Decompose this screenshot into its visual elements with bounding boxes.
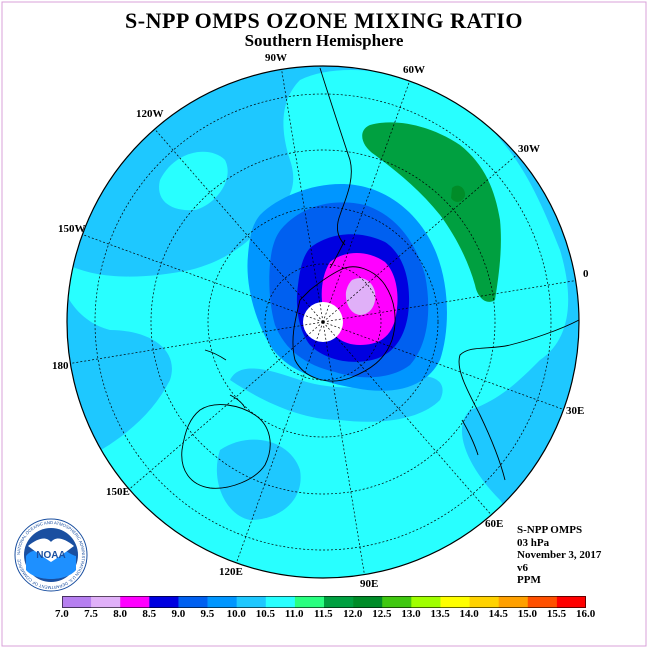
colorbar-swatch (294, 596, 325, 608)
colorbar-tick-label: 9.0 (171, 608, 186, 620)
colorbar-tick-label: 11.5 (314, 608, 333, 620)
lon-label-30w: 30W (518, 143, 540, 155)
colorbar-swatch (62, 596, 92, 608)
noaa-logo: NOAA NATIONAL OCEANIC AND ATMOSPHERIC AD… (14, 518, 88, 592)
lon-label-60e: 60E (485, 518, 504, 530)
colorbar-tick-label: 13.0 (401, 608, 421, 620)
colorbar-tick-label: 10.5 (255, 608, 276, 620)
latitude-circles (94, 93, 552, 551)
colorbar-tick-label: 8.5 (142, 608, 157, 620)
colorbar-swatch (120, 596, 150, 608)
colorbar-swatch (149, 596, 179, 608)
lon-label-150e: 150E (106, 486, 130, 498)
colorbar-swatch (469, 596, 499, 608)
lon-label-150w: 150W (58, 223, 86, 235)
info-version: v6 (517, 561, 528, 574)
info-units: PPM (517, 574, 541, 587)
colorbar-swatch (411, 596, 441, 608)
colorbar-tick-label: 15.5 (546, 608, 567, 620)
lon-label-90w: 90W (265, 52, 287, 64)
map-title: S-NPP OMPS OZONE MIXING RATIO (125, 8, 523, 33)
info-date: November 3, 2017 (517, 549, 602, 562)
colorbar-swatch (324, 596, 354, 608)
colorbar-swatch (556, 596, 586, 608)
coastlines (181, 67, 579, 489)
lon-label-120e: 120E (219, 566, 243, 578)
colorbar-swatch (382, 596, 412, 608)
region-10-0-inner (216, 439, 301, 520)
colorbar-tick-label: 12.5 (372, 608, 392, 620)
colorbar-swatch (498, 596, 529, 608)
colorbar-tick-label: 8.0 (113, 608, 127, 620)
lon-label-90e: 90E (360, 578, 379, 590)
colorbar-tick-label: 7.5 (84, 608, 98, 620)
lon-label-180: 180 (52, 360, 69, 372)
lon-label-60w: 60W (403, 64, 425, 76)
colorbar-swatch (440, 596, 470, 608)
colorbar-swatch (91, 596, 121, 608)
colorbar-swatch (353, 596, 383, 608)
colorbar-tick-label: 11.0 (284, 608, 304, 620)
lon-label-30e: 30E (566, 405, 585, 417)
lon-label-0: 0 (583, 268, 589, 280)
colorbar-tick-label: 7.0 (55, 608, 69, 620)
region-7-5 (345, 278, 376, 315)
colorbar-tick-label: 16.0 (576, 608, 596, 620)
colorbar-swatch (265, 596, 296, 608)
map-boundary (66, 65, 580, 579)
region-12-0 (451, 185, 466, 202)
colorbar-tick-label: 12.0 (343, 608, 363, 620)
map-subtitle: Southern Hemisphere (244, 31, 404, 50)
colorbar (62, 596, 586, 608)
colorbar-tick-label: 15.0 (517, 608, 538, 620)
colorbar-tick-label: 14.5 (488, 608, 508, 620)
meridians (67, 66, 579, 578)
info-block: S-NPP OMPS 03 hPa November 3, 2017 v6 PP… (517, 524, 601, 587)
region-10-5-spot (159, 151, 228, 211)
noaa-logo-text: NOAA (36, 550, 65, 561)
region-10-5-spot (203, 267, 227, 302)
info-instrument: S-NPP OMPS (517, 524, 583, 536)
lon-label-120w: 120W (136, 108, 164, 120)
region-10-0-inner (230, 368, 443, 422)
colorbar-swatch (207, 596, 237, 608)
colorbar-tick-label: 10.0 (226, 608, 246, 620)
info-pressure: 03 hPa (517, 536, 550, 549)
region-11-5 (362, 122, 501, 302)
colorbar-tick-label: 9.5 (200, 608, 215, 620)
colorbar-tick-label: 14.0 (459, 608, 479, 620)
colorbar-swatch (178, 596, 208, 608)
colorbar-tick-label: 13.5 (430, 608, 450, 620)
colorbar-swatch (527, 596, 558, 608)
colorbar-swatch (236, 596, 267, 608)
